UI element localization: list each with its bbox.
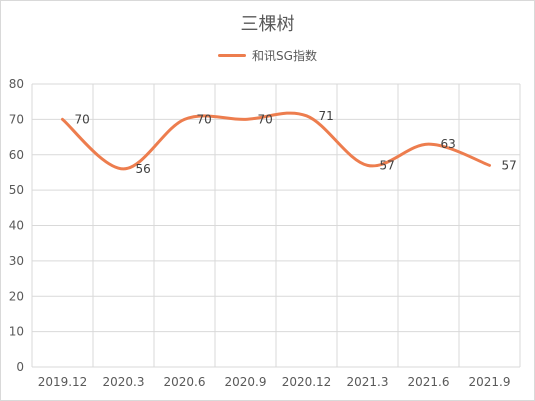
chart-title: 三棵树 xyxy=(240,14,295,35)
y-tick-label: 40 xyxy=(9,219,24,233)
y-tick-label: 80 xyxy=(9,77,24,91)
series-group xyxy=(61,111,491,171)
legend-label: 和讯SG指数 xyxy=(252,49,317,63)
axes: 0 10 20 30 40 50 60 70 80 2019.12 2020.3 2020.6 2020… xyxy=(9,77,511,389)
y-tick-label: 50 xyxy=(9,183,24,197)
data-label: 57 xyxy=(380,158,395,172)
x-tick-label: 2021.3 xyxy=(347,375,389,389)
x-tick-label: 2020.6 xyxy=(164,375,206,389)
gridlines xyxy=(31,83,521,368)
y-tick-label: 0 xyxy=(16,360,24,374)
y-tick-label: 70 xyxy=(9,112,24,126)
x-tick-label: 2021.9 xyxy=(469,375,511,389)
data-label: 71 xyxy=(319,109,334,123)
data-label: 63 xyxy=(441,137,456,151)
series-line xyxy=(61,111,491,171)
x-tick-label: 2019.12 xyxy=(38,375,88,389)
y-tick-label: 20 xyxy=(9,289,24,303)
data-label: 70 xyxy=(197,112,212,126)
data-label: 70 xyxy=(75,112,90,126)
y-tick-label: 10 xyxy=(9,325,24,339)
x-tick-label: 2020.3 xyxy=(103,375,145,389)
x-tick-label: 2020.12 xyxy=(282,375,332,389)
x-tick-label: 2020.9 xyxy=(225,375,267,389)
data-labels: 70 56 70 70 71 57 63 57 xyxy=(75,109,517,176)
data-label: 57 xyxy=(502,158,517,172)
y-tick-label: 30 xyxy=(9,254,24,268)
data-label: 56 xyxy=(136,162,151,176)
data-label: 70 xyxy=(258,112,273,126)
y-tick-label: 60 xyxy=(9,148,24,162)
legend: 和讯SG指数 xyxy=(0,47,535,64)
x-tick-label: 2021.6 xyxy=(408,375,450,389)
legend-swatch xyxy=(218,54,247,57)
